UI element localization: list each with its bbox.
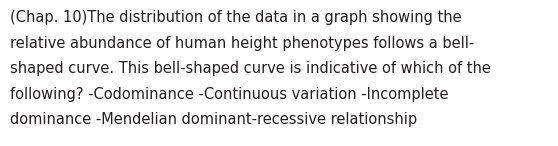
Text: dominance -Mendelian dominant-recessive relationship: dominance -Mendelian dominant-recessive … xyxy=(10,112,417,127)
Text: relative abundance of human height phenotypes follows a bell-: relative abundance of human height pheno… xyxy=(10,36,474,51)
Text: following? -Codominance -Continuous variation -Incomplete: following? -Codominance -Continuous vari… xyxy=(10,87,449,102)
Text: shaped curve. This bell-shaped curve is indicative of which of the: shaped curve. This bell-shaped curve is … xyxy=(10,61,491,76)
Text: (Chap. 10)The distribution of the data in a graph showing the: (Chap. 10)The distribution of the data i… xyxy=(10,10,461,25)
